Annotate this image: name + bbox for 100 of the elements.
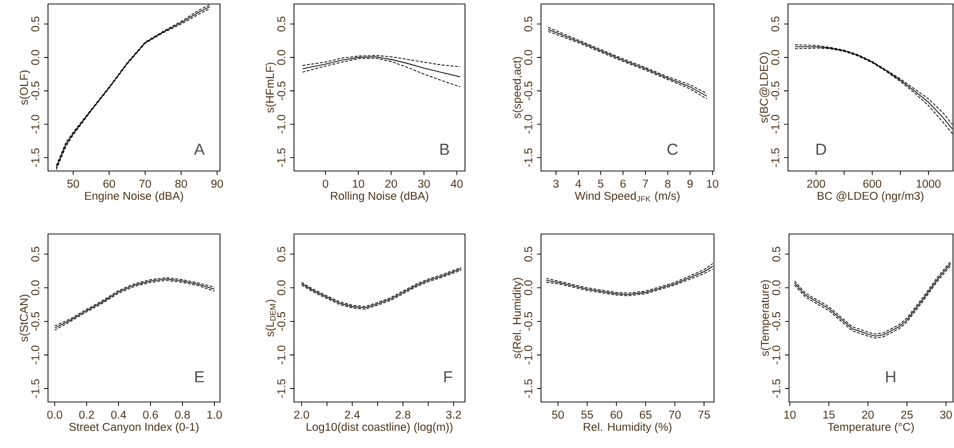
x-tick-label: 8 <box>665 180 670 188</box>
annotation: A <box>194 144 205 155</box>
x-tick-label: 2.4 <box>344 410 360 419</box>
y-tick-label: -0.5 <box>31 312 40 331</box>
y-tick-label: 0.0 <box>771 50 780 65</box>
x-tick-label: 70 <box>669 410 681 419</box>
x-tick-label: 3 <box>553 180 559 188</box>
annotation: D <box>816 144 826 155</box>
y-tick-label: 0.0 <box>277 50 286 65</box>
x-tick-label: 60 <box>103 180 116 188</box>
x-tick-label: 200 <box>807 180 826 188</box>
y-tick-label: -1.0 <box>771 114 780 134</box>
x-tick-label: 1.0 <box>207 410 222 419</box>
x-tick-label: 10 <box>352 180 364 188</box>
y-tick-label: 0.0 <box>31 50 40 65</box>
y-tick-label: 0.5 <box>31 16 40 32</box>
x-tick-label: 0.2 <box>79 410 94 419</box>
x-axis-title: Temperature (°C) <box>828 422 914 434</box>
x-tick-label: 20 <box>385 180 398 188</box>
x-tick-label: 25 <box>901 410 913 419</box>
y-axis-title: s(L$_{DEM}$) <box>266 300 276 337</box>
x-tick-label: 0.6 <box>143 410 158 419</box>
y-tick-label: -1.0 <box>772 346 780 364</box>
y-tick-label: -0.5 <box>277 312 286 331</box>
y-tick-label: 0.0 <box>772 280 780 296</box>
y-tick-label: -1.5 <box>31 379 40 398</box>
x-axis-title: Street Canyon Index (0-1) <box>69 422 198 434</box>
y-axis-title: s(HFmLF) <box>266 62 276 113</box>
x-tick-label: 30 <box>940 410 952 419</box>
x-tick-label: 7 <box>642 180 648 188</box>
x-tick-label: 600 <box>863 180 882 188</box>
x-tick-label: 1000 <box>916 180 941 188</box>
y-tick-label: -1.0 <box>31 346 40 364</box>
x-axis-title: Log10(dist coastline) (log(m)) <box>306 422 452 434</box>
y-tick-label: -1.5 <box>771 148 780 167</box>
x-tick-label: 50 <box>67 180 80 188</box>
x-tick-label: 3.2 <box>446 410 461 419</box>
y-tick-label: 0.5 <box>277 16 286 32</box>
x-tick-label: 90 <box>211 180 223 188</box>
x-tick-label: 9 <box>687 180 693 188</box>
y-tick-label: 0.0 <box>31 280 40 296</box>
y-tick-label: 0.5 <box>524 246 532 262</box>
y-tick-label: 0.0 <box>524 50 532 65</box>
y-tick-label: 0.0 <box>277 280 286 296</box>
y-tick-label: -1.5 <box>524 148 532 167</box>
y-axis-title: s(Temperature) <box>760 280 772 356</box>
y-tick-label: -0.5 <box>524 312 532 331</box>
annotation: B <box>440 144 449 155</box>
x-tick-label: 65 <box>640 410 652 419</box>
y-tick-label: 0.5 <box>31 246 40 262</box>
y-axis-title: s(BC@LDEO) <box>760 52 770 123</box>
y-tick-label: -0.5 <box>771 82 780 100</box>
x-tick-label: 60 <box>610 410 622 419</box>
x-tick-label: 5 <box>598 180 604 188</box>
y-tick-label: 0.5 <box>277 246 286 262</box>
x-tick-label: 2.0 <box>294 410 310 419</box>
y-tick-label: -1.5 <box>524 379 532 398</box>
x-tick-label: 20 <box>862 410 874 419</box>
y-axis-title: s(OLF) <box>20 70 30 105</box>
x-tick-label: 80 <box>175 180 187 188</box>
annotation: E <box>195 371 204 382</box>
x-axis-title: Rolling Noise (dBA) <box>330 192 428 202</box>
y-tick-label: -1.5 <box>277 148 286 167</box>
y-tick-label: -1.0 <box>277 114 286 134</box>
x-tick-label: 0.8 <box>175 410 190 419</box>
y-tick-label: -1.5 <box>772 379 780 398</box>
y-tick-label: -1.0 <box>524 114 532 134</box>
annotation: F <box>444 371 452 382</box>
y-tick-label: -0.5 <box>31 82 40 100</box>
annotation: H <box>886 371 896 382</box>
x-tick-label: 50 <box>552 410 564 419</box>
y-tick-label: 0.0 <box>524 280 532 296</box>
annotation: C <box>668 144 678 155</box>
y-tick-label: 0.5 <box>771 16 780 32</box>
x-tick-label: 10 <box>784 410 796 419</box>
y-tick-label: 0.5 <box>524 16 532 32</box>
y-tick-label: -1.0 <box>277 346 286 364</box>
y-tick-label: 0.5 <box>772 246 780 262</box>
y-tick-label: -0.5 <box>524 82 532 100</box>
x-tick-label: 0 <box>322 180 328 188</box>
x-tick-label: 75 <box>698 410 710 419</box>
x-axis-title: Wind Speed$_{JFK}$ (m/s) <box>574 192 680 202</box>
y-axis-title: s(speed,act) <box>512 57 524 118</box>
x-tick-label: 0.0 <box>47 410 62 419</box>
x-tick-label: 2.8 <box>396 410 410 419</box>
y-tick-label: -1.5 <box>31 148 40 167</box>
y-tick-label: -0.5 <box>277 82 286 100</box>
y-tick-label: -1.0 <box>524 346 532 364</box>
x-tick-label: 4 <box>575 180 582 188</box>
y-tick-label: -1.0 <box>31 114 40 134</box>
x-tick-label: 30 <box>418 180 430 188</box>
y-axis-title: s(Rel. Humidity) <box>512 278 524 358</box>
y-tick-label: -0.5 <box>772 312 780 331</box>
y-tick-label: -1.5 <box>277 379 286 398</box>
x-tick-label: 40 <box>450 180 463 188</box>
x-axis-title: Rel. Humidity (%) <box>584 422 672 434</box>
x-tick-label: 0.4 <box>111 410 126 419</box>
x-axis-title: Engine Noise (dBA) <box>85 192 184 202</box>
x-axis-title: BC @LDEO (ngr/m3) <box>818 192 924 202</box>
y-axis-title: s(StCAN) <box>20 294 30 342</box>
